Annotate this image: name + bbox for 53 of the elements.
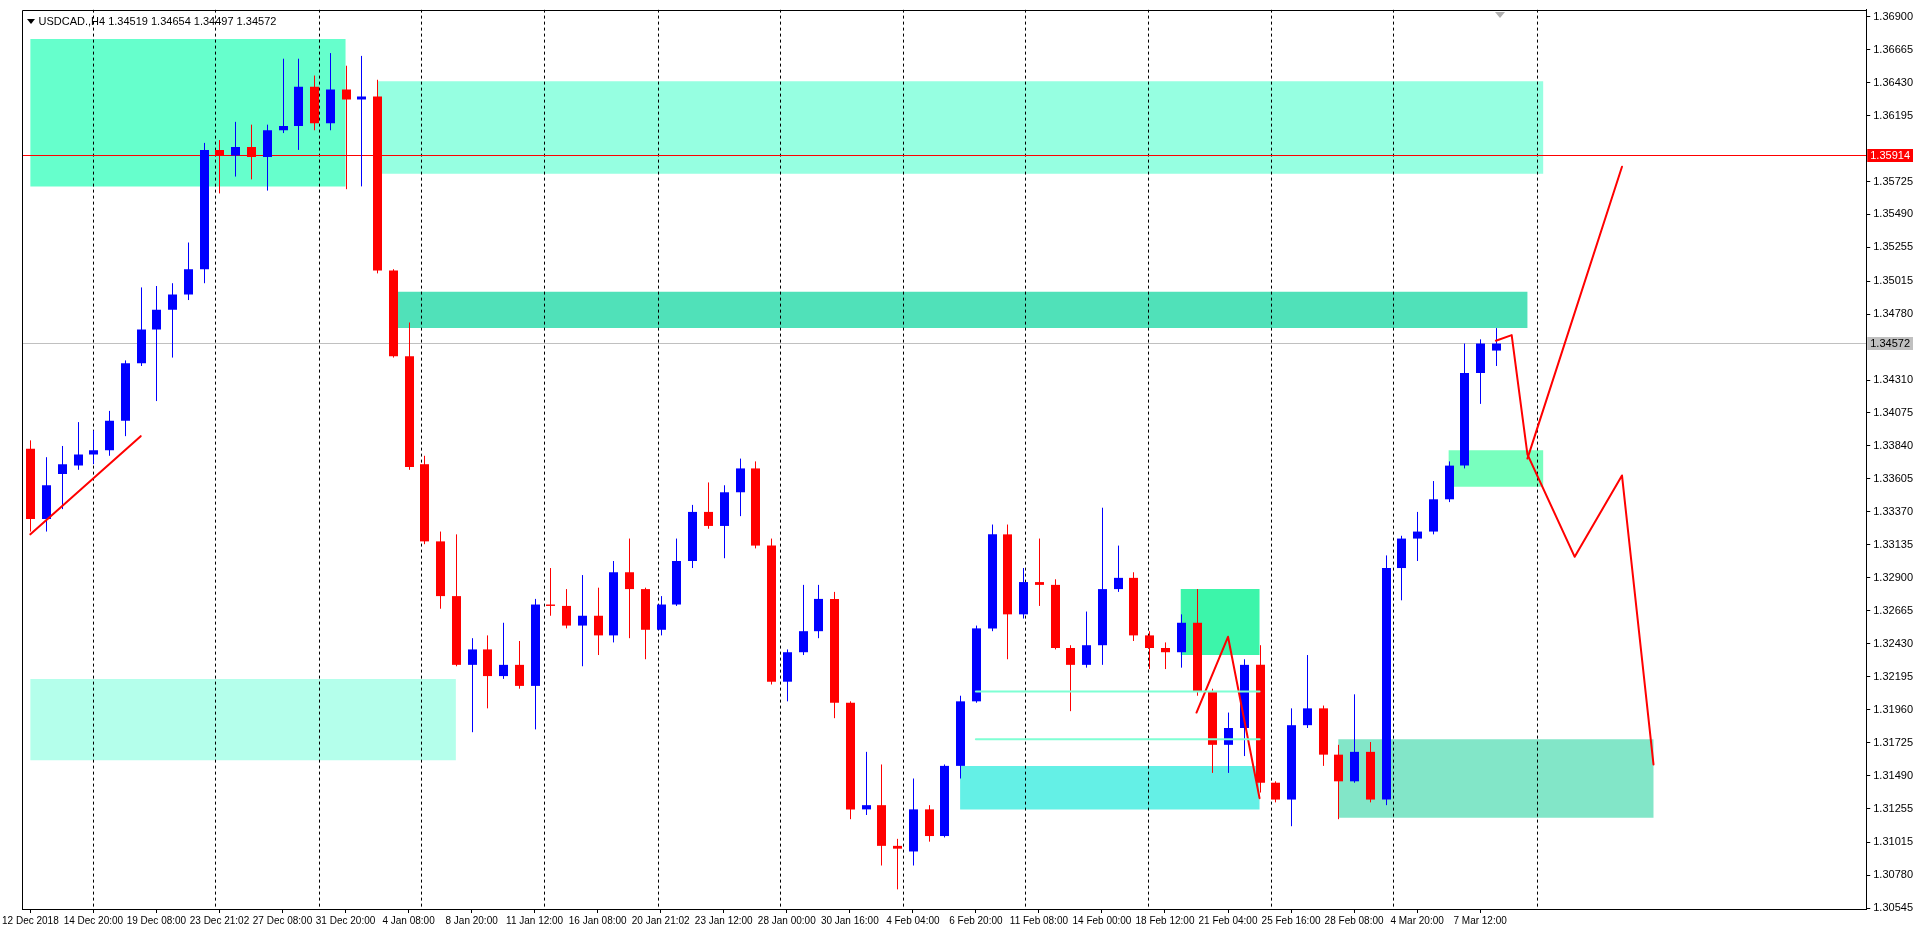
x-tick-label: 11 Feb 08:00 xyxy=(1009,914,1069,926)
x-tick-label: 28 Jan 00:00 xyxy=(757,914,817,926)
x-tick-label: 12 Dec 2018 xyxy=(2,914,60,926)
y-tick-label: 1.34780 xyxy=(1873,307,1913,320)
y-tick-label: 1.36430 xyxy=(1873,75,1913,88)
y-tick-label: 1.36665 xyxy=(1873,42,1913,55)
y-tick-label: 1.36195 xyxy=(1873,108,1913,121)
y-tick-label: 1.32430 xyxy=(1873,636,1913,649)
x-tick-label: 27 Dec 08:00 xyxy=(252,914,313,926)
text: USDCAD.,H4 1.34519 1.34654 1.34497 1.34572 xyxy=(38,14,277,28)
y-tick-label: 1.33840 xyxy=(1873,439,1913,451)
y-tick-label: 1.35255 xyxy=(1873,240,1913,253)
y-tick-label: 1.32665 xyxy=(1873,603,1913,616)
y-tick-label: 1.34310 xyxy=(1873,373,1913,386)
y-tick-label: 1.31960 xyxy=(1873,702,1913,715)
y-tick-label: 1.33135 xyxy=(1873,537,1913,550)
y-tick-label: 1.30780 xyxy=(1873,868,1913,881)
y-tick-label: 1.32195 xyxy=(1873,669,1913,682)
y-tick-label: 1.32900 xyxy=(1873,570,1913,583)
x-tick-label: 19 Dec 08:00 xyxy=(126,914,187,926)
x-tick-label: 14 Feb 00:00 xyxy=(1072,914,1132,926)
y-tick-label: 1.30545 xyxy=(1873,901,1913,914)
x-tick-label: 8 Jan 20:00 xyxy=(445,914,499,926)
y-tick-label: 1.35490 xyxy=(1873,207,1913,220)
x-tick-label: 11 Jan 12:00 xyxy=(506,914,564,926)
x-tick-label: 4 Mar 20:00 xyxy=(1390,914,1445,926)
x-tick-label: 31 Dec 20:00 xyxy=(315,914,376,926)
x-tick-label: 6 Feb 20:00 xyxy=(949,914,1004,926)
y-tick-label: 1.31490 xyxy=(1873,768,1913,781)
x-tick-label: 16 Jan 08:00 xyxy=(568,914,628,926)
x-tick-label: 21 Feb 04:00 xyxy=(1198,914,1258,926)
x-tick-label: 18 Feb 12:00 xyxy=(1135,914,1195,926)
x-tick-label: 25 Feb 16:00 xyxy=(1261,914,1321,926)
y-tick-label: 1.33605 xyxy=(1873,471,1913,484)
y-tick-label: 1.31255 xyxy=(1873,801,1913,814)
x-tick-label: 14 Dec 20:00 xyxy=(63,914,124,926)
y-tick-label: 1.31015 xyxy=(1873,835,1913,848)
x-tick-label: 23 Dec 21:02 xyxy=(189,914,250,926)
x-tick-label: 30 Jan 16:00 xyxy=(820,914,880,926)
x-tick-label: 20 Jan 21:02 xyxy=(631,914,691,926)
x-tick-label: 23 Jan 12:00 xyxy=(694,914,754,926)
y-tick-label: 1.35725 xyxy=(1873,174,1913,187)
y-tick-label: 1.31725 xyxy=(1873,735,1913,748)
x-tick-label: 28 Feb 08:00 xyxy=(1324,914,1384,926)
ref-line-label: 1.35914 xyxy=(1870,148,1910,161)
y-tick-label: 1.34075 xyxy=(1873,406,1913,419)
x-tick-label: 7 Mar 12:00 xyxy=(1453,914,1508,926)
x-tick-label: 4 Feb 04:00 xyxy=(886,914,940,926)
y-tick-label: 1.35015 xyxy=(1873,274,1913,287)
y-tick-label: 1.36900 xyxy=(1873,9,1913,22)
x-tick-label: 4 Jan 08:00 xyxy=(382,914,436,926)
ref-line-label: 1.34572 xyxy=(1870,336,1910,349)
y-tick-label: 1.33370 xyxy=(1873,504,1913,517)
